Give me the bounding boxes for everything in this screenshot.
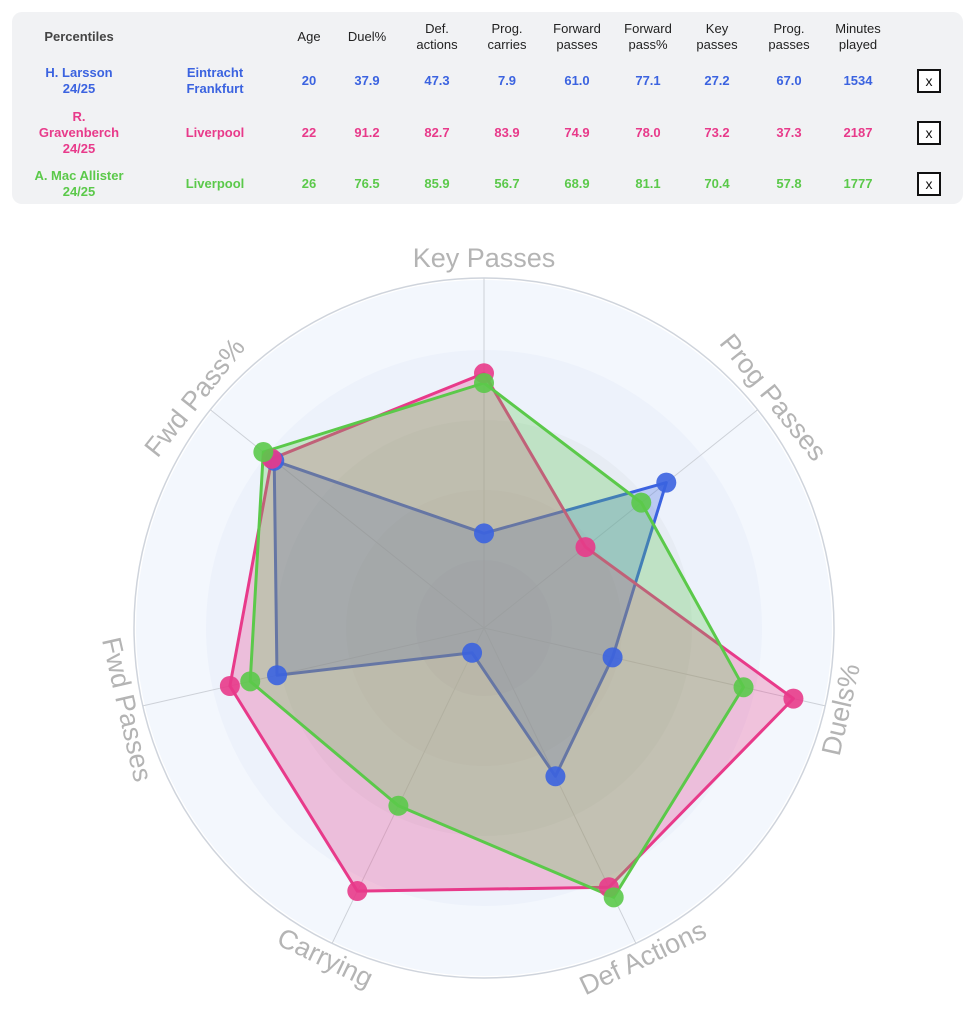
radar-point-0-3: [545, 766, 566, 787]
radar-series-2: [248, 381, 745, 899]
radar-point-2-2: [733, 677, 754, 698]
radar-axis-label: Key Passes: [413, 243, 556, 273]
radar-point-2-4: [388, 795, 409, 816]
player-name: R. Gravenberch 24/25: [38, 109, 120, 156]
cell-minutes: 2187: [843, 125, 873, 140]
cell-key_passes: 73.2: [704, 125, 730, 140]
cell-fwd_passes: 68.9: [564, 176, 590, 191]
cell-fwd_passes: 61.0: [564, 73, 590, 88]
radar-point-2-5: [240, 671, 261, 692]
cell-key_passes: 70.4: [704, 176, 730, 191]
column-header-prog_passes: Prog. passes: [768, 21, 810, 52]
column-header-duel: Duel%: [347, 29, 387, 44]
radar-point-2-0: [474, 373, 494, 394]
cell-prog_carries: 83.9: [494, 125, 520, 140]
team-name: Eintracht Frankfurt: [186, 65, 244, 96]
cell-prog_passes: 37.3: [776, 125, 802, 140]
column-header-age: Age: [297, 29, 321, 44]
cell-duel: 91.2: [354, 125, 380, 140]
player-name: A. Mac Allister 24/25: [34, 168, 124, 199]
cell-age: 26: [301, 176, 317, 191]
radar-points-group: [219, 363, 804, 908]
cell-fwd_pass_pct: 81.1: [635, 176, 661, 191]
column-header-fwd_passes: Forward passes: [553, 21, 601, 52]
radar-point-0-4: [462, 642, 483, 663]
team-name: Liverpool: [185, 176, 245, 191]
cell-def: 47.3: [424, 73, 450, 88]
column-header-key_passes: Key passes: [696, 21, 738, 52]
radar-spoke: [483, 409, 758, 629]
cell-def: 85.9: [424, 176, 450, 191]
remove-player-button[interactable]: x: [917, 121, 941, 145]
radar-series-1: [228, 371, 795, 893]
radar-point-1-4: [347, 881, 368, 902]
cell-fwd_pass_pct: 78.0: [635, 125, 661, 140]
radar-point-1-1: [575, 537, 596, 558]
radar-spoke: [142, 627, 485, 707]
table-title: Percentiles: [44, 29, 114, 44]
radar-point-0-1: [656, 472, 677, 493]
column-header-def: Def. actions: [416, 21, 458, 52]
cell-def: 82.7: [424, 125, 450, 140]
radar-point-0-0: [474, 523, 494, 544]
column-header-prog_carries: Prog. carries: [487, 21, 527, 52]
radar-series-group: [228, 371, 795, 899]
column-header-fwd_pass_pct: Forward pass%: [624, 21, 672, 52]
cell-duel: 37.9: [354, 73, 380, 88]
cell-prog_passes: 67.0: [776, 73, 802, 88]
radar-point-1-5: [219, 676, 240, 697]
cell-duel: 76.5: [354, 176, 380, 191]
player-name: H. Larsson 24/25: [45, 65, 113, 96]
radar-point-0-5: [267, 665, 288, 686]
percentiles-table: [12, 12, 963, 204]
radar-point-2-6: [253, 442, 274, 463]
cell-fwd_passes: 74.9: [564, 125, 590, 140]
radar-point-2-3: [603, 887, 624, 908]
cell-key_passes: 27.2: [704, 73, 730, 88]
radar-series-0: [272, 459, 668, 778]
remove-player-button[interactable]: x: [917, 172, 941, 196]
cell-prog_passes: 57.8: [776, 176, 802, 191]
cell-prog_carries: 56.7: [494, 176, 520, 191]
cell-age: 20: [301, 73, 317, 88]
column-header-minutes: Minutes played: [835, 21, 881, 52]
cell-fwd_pass_pct: 77.1: [635, 73, 661, 88]
cell-prog_carries: 7.9: [497, 73, 517, 88]
team-name: Liverpool: [185, 125, 245, 140]
cell-age: 22: [301, 125, 317, 140]
radar-point-2-1: [631, 492, 652, 513]
radar-spoke: [483, 627, 826, 707]
radar-point-0-2: [602, 647, 623, 668]
cell-minutes: 1777: [843, 176, 873, 191]
radar-point-1-2: [783, 688, 804, 709]
remove-player-button[interactable]: x: [917, 69, 941, 93]
cell-minutes: 1534: [843, 73, 873, 88]
